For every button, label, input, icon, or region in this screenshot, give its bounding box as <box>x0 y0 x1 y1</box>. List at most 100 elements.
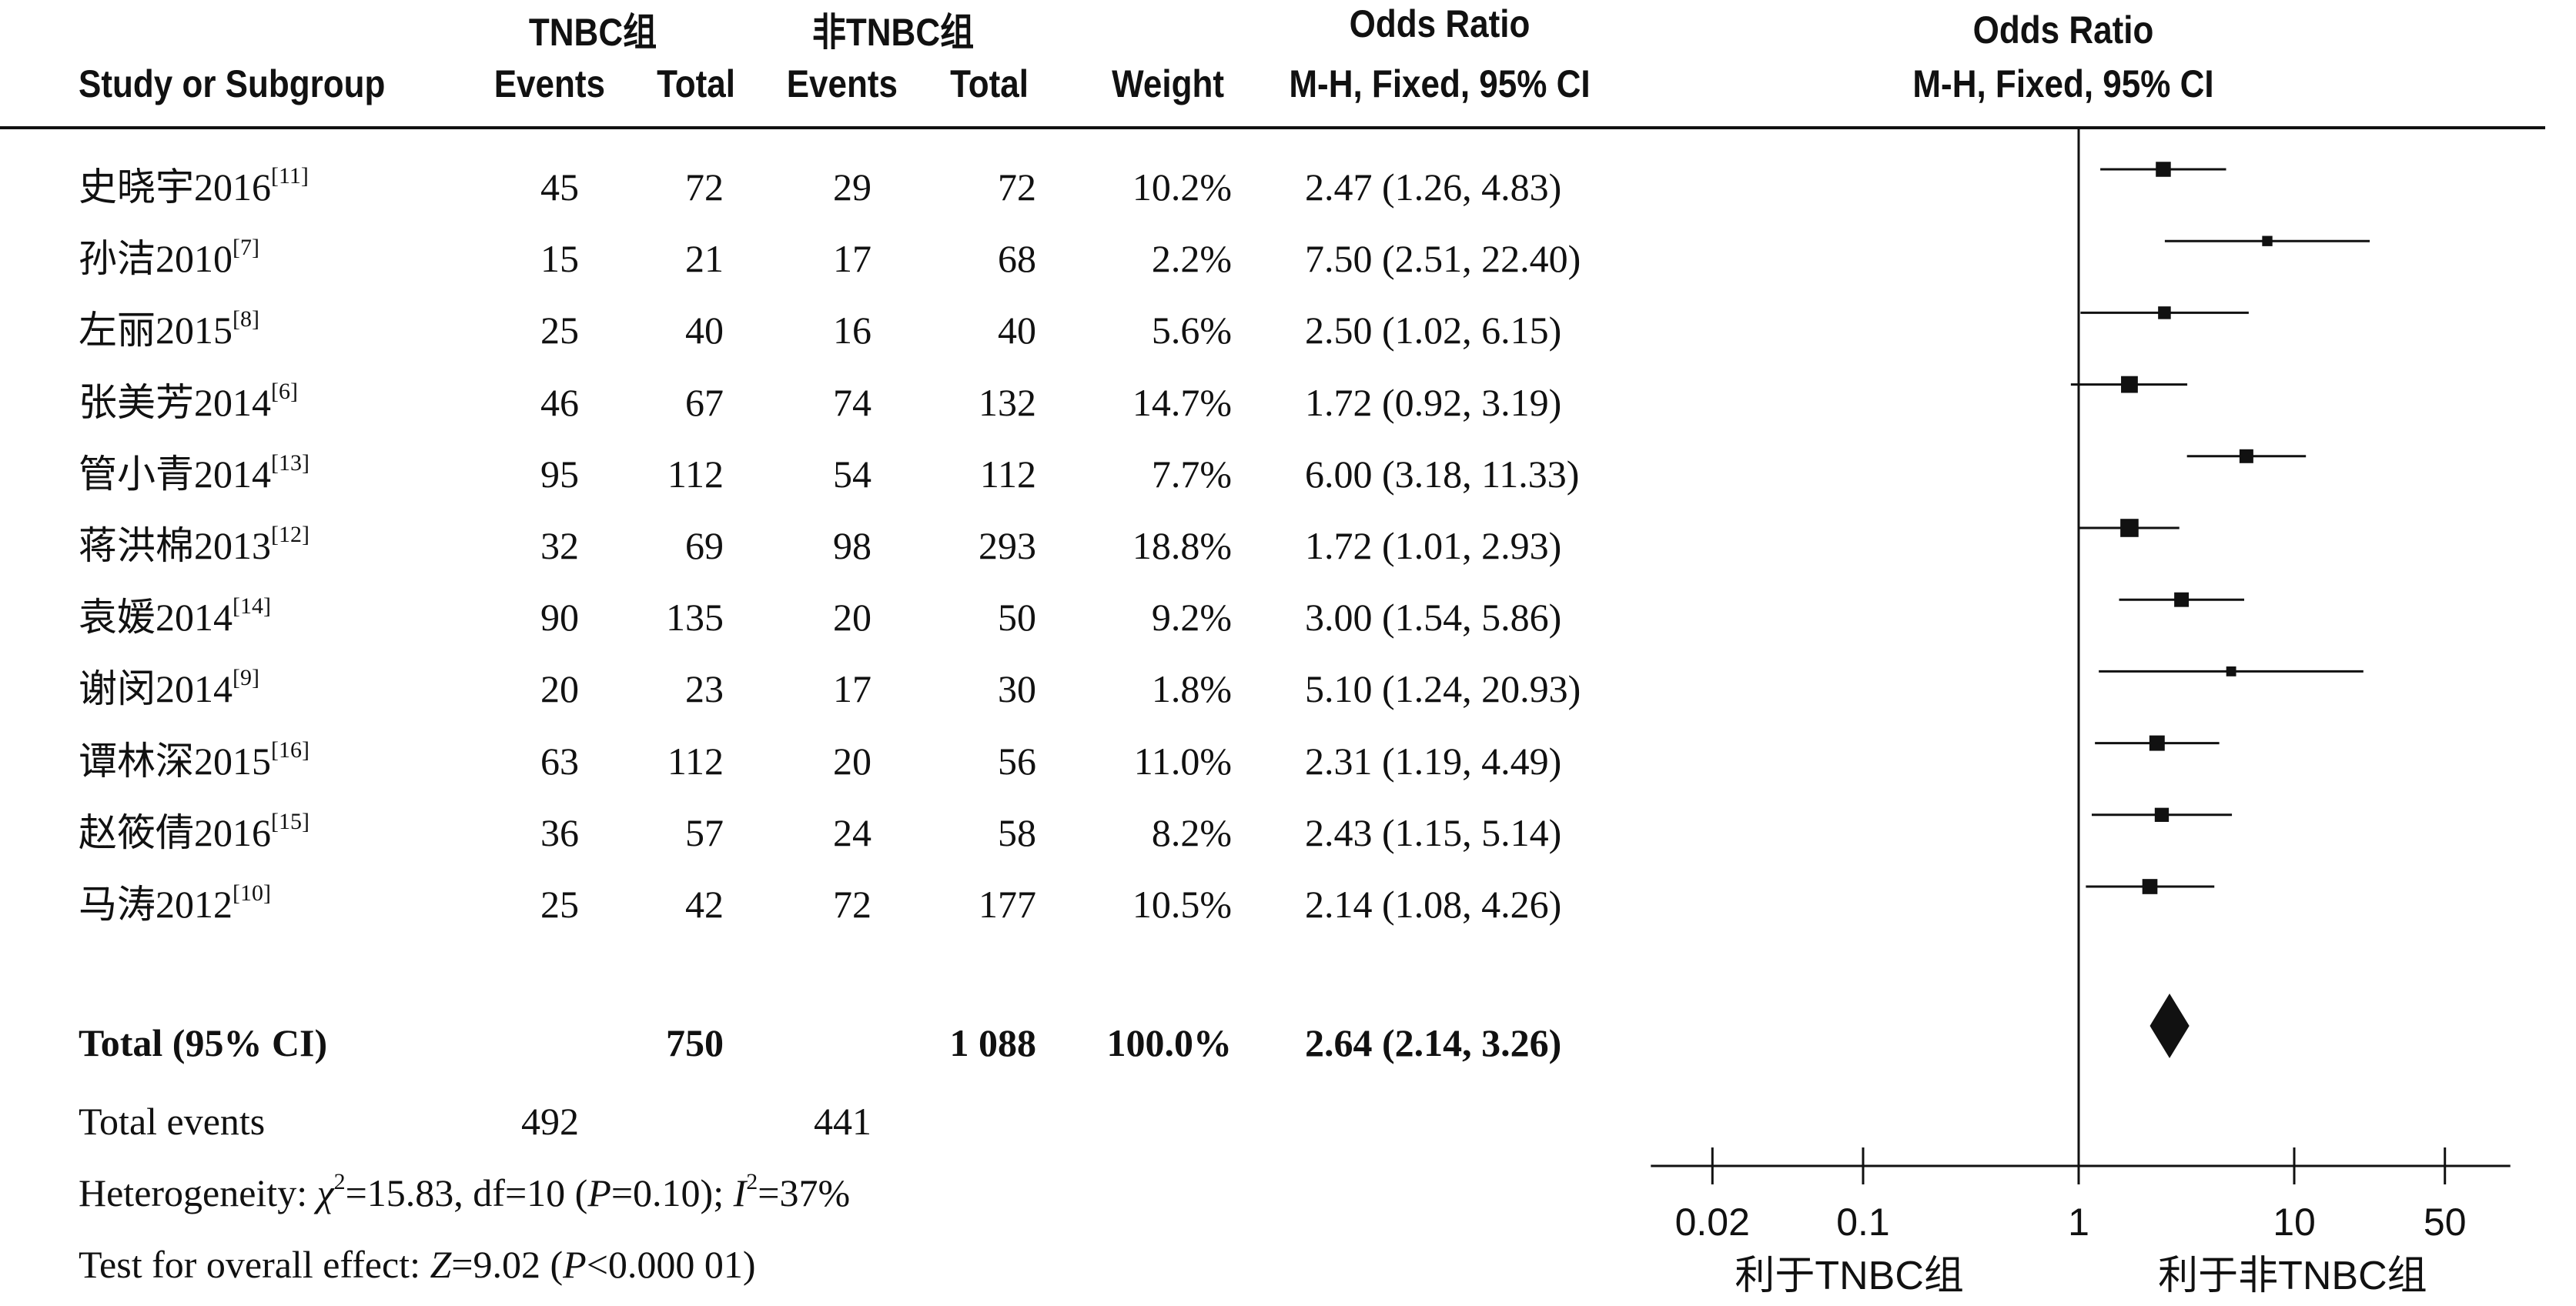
total-tnbc: 72 <box>685 165 724 209</box>
weight: 18.8% <box>1132 524 1232 567</box>
header-or-method: M-H, Fixed, 95% CI <box>1289 62 1591 105</box>
favours-left-label: 利于TNBC组 <box>1735 1254 1964 1298</box>
events-tnbc: 15 <box>540 237 579 281</box>
events-non-tnbc: 29 <box>833 165 871 209</box>
total-non-tnbc: 58 <box>998 810 1036 854</box>
heterogeneity-prefix: Heterogeneity: <box>79 1171 317 1214</box>
x-tick-label: 0.02 <box>1675 1201 1750 1244</box>
total-tnbc: 69 <box>685 524 724 567</box>
effect-marker <box>2156 162 2171 177</box>
study-reference: [10] <box>233 880 271 906</box>
weight: 11.0% <box>1133 739 1232 783</box>
total-tnbc: 112 <box>667 452 724 496</box>
study-label: 史晓宇2016 <box>79 165 271 209</box>
odds-ratio-ci: 1.72 (1.01, 2.93) <box>1305 524 1562 567</box>
total-ci: 2.64 (2.14, 3.26) <box>1305 1021 1562 1064</box>
x-tick-label: 10 <box>2273 1201 2316 1244</box>
effect-marker <box>2142 879 2158 894</box>
study-label: 谢闵2014 <box>79 667 233 711</box>
total-weight: 100.0% <box>1106 1021 1233 1064</box>
header-tnbc-group: TNBC组 <box>528 11 657 54</box>
events-tnbc: 46 <box>540 380 579 424</box>
study-name: 袁媛2014[14] <box>79 595 271 640</box>
header-rule <box>0 126 2545 129</box>
events-tnbc: 90 <box>540 596 579 640</box>
total-non-tnbc: 112 <box>979 452 1036 496</box>
header-events-1: Events <box>493 62 605 105</box>
study-label: 孙洁2010 <box>79 237 233 281</box>
study-name: 史晓宇2016[11] <box>79 165 309 209</box>
study-label: 袁媛2014 <box>79 596 233 640</box>
events-tnbc: 25 <box>540 883 579 926</box>
effect-marker <box>2226 666 2236 676</box>
total-tnbc: 67 <box>685 380 724 424</box>
study-name: 赵筱倩2016[15] <box>79 810 309 854</box>
weight: 7.7% <box>1151 452 1232 496</box>
overall-z-value: =9.02 ( <box>451 1243 564 1286</box>
events-non-tnbc: 17 <box>833 667 871 711</box>
total-tnbc: 57 <box>685 810 724 854</box>
events-tnbc: 25 <box>540 309 579 352</box>
study-name: 管小青2014[13] <box>79 451 309 493</box>
study-label: 蒋洪棉2013 <box>79 524 271 567</box>
events-tnbc: 45 <box>540 165 579 209</box>
overall-prefix: Test for overall effect: <box>79 1243 430 1286</box>
odds-ratio-ci: 2.50 (1.02, 6.15) <box>1305 309 1562 352</box>
effect-marker <box>2149 735 2165 751</box>
overall-p-value: <0.000 01) <box>586 1243 756 1286</box>
total-non-tnbc: 30 <box>998 667 1036 711</box>
weight: 9.2% <box>1151 596 1232 640</box>
header-non-tnbc-group: 非TNBC组 <box>811 11 975 54</box>
weight: 1.8% <box>1151 667 1232 711</box>
events-tnbc: 63 <box>540 739 579 783</box>
events-non-tnbc: 54 <box>833 452 871 496</box>
heterogeneity-p-value: =0.10); <box>611 1171 734 1214</box>
chi-symbol: χ <box>316 1171 334 1214</box>
total-non-tnbc: 68 <box>998 237 1036 281</box>
study-reference: [9] <box>233 665 259 691</box>
header-study: Study or Subgroup <box>79 62 386 105</box>
x-tick-label: 0.1 <box>1836 1201 1890 1244</box>
heterogeneity-i-value: =37% <box>758 1171 851 1214</box>
study-reference: [11] <box>271 163 309 189</box>
events-non-tnbc: 20 <box>833 596 871 640</box>
header-total-1: Total <box>657 62 735 105</box>
total-non-tnbc: 50 <box>998 596 1036 640</box>
study-reference: [14] <box>233 593 271 620</box>
study-label: 谭林深2015 <box>79 739 271 783</box>
events-non-tnbc: 20 <box>833 739 871 783</box>
study-reference: [7] <box>233 235 259 261</box>
overall-effect-line: Test for overall effect: Z=9.02 (P<0.000… <box>79 1245 756 1284</box>
odds-ratio-ci: 6.00 (3.18, 11.33) <box>1305 452 1580 496</box>
total-tnbc: 42 <box>685 883 724 926</box>
study-name: 孙洁2010[7] <box>79 236 259 281</box>
header-plot-method: M-H, Fixed, 95% CI <box>1912 62 2214 105</box>
odds-ratio-ci: 3.00 (1.54, 5.86) <box>1305 596 1562 640</box>
total-non-tnbc: 40 <box>998 309 1036 352</box>
total-tnbc: 40 <box>685 309 724 352</box>
study-reference: [15] <box>271 808 309 834</box>
events-non-tnbc: 24 <box>833 810 871 854</box>
odds-ratio-ci: 1.72 (0.92, 3.19) <box>1305 380 1562 424</box>
study-name: 谭林深2015[16] <box>79 738 309 783</box>
study-label: 马涛2012 <box>79 883 233 926</box>
weight: 10.2% <box>1132 165 1232 209</box>
study-name: 谢闵2014[9] <box>79 666 259 711</box>
total-tnbc: 23 <box>685 667 724 711</box>
effect-marker <box>2158 306 2171 319</box>
study-reference: [16] <box>271 737 309 763</box>
events-tnbc: 20 <box>540 667 579 711</box>
total-events-non-tnbc: 441 <box>814 1100 871 1143</box>
study-label: 赵筱倩2016 <box>79 810 271 854</box>
weight: 2.2% <box>1151 237 1232 281</box>
total-non-tnbc: 72 <box>998 165 1036 209</box>
total-tnbc: 21 <box>685 237 724 281</box>
effect-marker <box>2120 519 2139 537</box>
x-tick-label: 1 <box>2068 1201 2089 1244</box>
effect-marker <box>2239 449 2253 463</box>
header-or-title: Odds Ratio <box>1349 2 1531 45</box>
study-name: 张美芳2014[6] <box>79 379 298 422</box>
study-label: 左丽2015 <box>79 309 233 352</box>
